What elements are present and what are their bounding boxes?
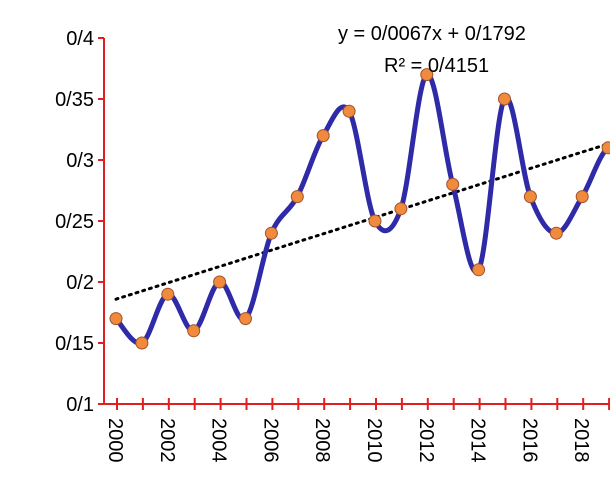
x-tick-label-2004: 2004: [208, 418, 230, 463]
data-point-2000: [109, 312, 123, 326]
trendline-equation: y = 0/0067x + 0/1792: [338, 23, 526, 45]
x-tick-label-2016: 2016: [518, 418, 540, 463]
data-point-2007: [290, 190, 304, 204]
data-point-2008: [316, 129, 330, 143]
y-tick-label-5: 0/35: [55, 89, 94, 111]
x-tick-label-2010: 2010: [363, 418, 385, 463]
x-tick-label-2012: 2012: [415, 418, 437, 463]
y-tick-label-0: 0/1: [66, 394, 94, 416]
data-point-2017: [549, 226, 563, 240]
data-point-2011: [394, 202, 408, 216]
x-tick-label-2014: 2014: [467, 418, 489, 463]
data-point-2003: [187, 324, 201, 338]
x-tick-label-2006: 2006: [259, 418, 281, 463]
x-tick-label-2008: 2008: [311, 418, 333, 463]
y-tick-label-6: 0/4: [66, 28, 94, 50]
data-point-2016: [523, 190, 537, 204]
y-tick-label-2: 0/2: [66, 272, 94, 294]
data-point-2015: [498, 92, 511, 106]
y-tick-label-3: 0/25: [55, 211, 94, 233]
data-point-2014: [472, 263, 486, 277]
data-point-2004: [213, 275, 227, 289]
data-point-2006: [264, 226, 278, 240]
series-line: [114, 72, 610, 346]
data-point-2013: [446, 177, 460, 191]
y-tick-label-4: 0/3: [66, 150, 94, 172]
axes: [98, 37, 610, 410]
x-tick-label-2018: 2018: [570, 418, 592, 463]
trendline-r-squared: R² = 0/4151: [384, 55, 489, 77]
x-tick-label-2000: 2000: [104, 418, 126, 463]
data-point-2009: [342, 104, 356, 118]
data-point-2019: [601, 141, 610, 155]
label-group: 0/1 0/15 0/2 0/25 0/3 0/35 0/4 2000 2002 2004 2006…: [55, 28, 592, 463]
y-tick-label-1: 0/15: [55, 333, 94, 355]
data-point-2001: [135, 336, 149, 350]
data-point-2018: [575, 190, 589, 204]
data-point-2010: [368, 214, 382, 228]
data-point-2012: [420, 68, 434, 82]
data-point-2005: [239, 312, 252, 326]
data-point-2002: [161, 287, 175, 301]
series-group: [109, 68, 610, 350]
x-tick-label-2002: 2002: [156, 418, 178, 463]
